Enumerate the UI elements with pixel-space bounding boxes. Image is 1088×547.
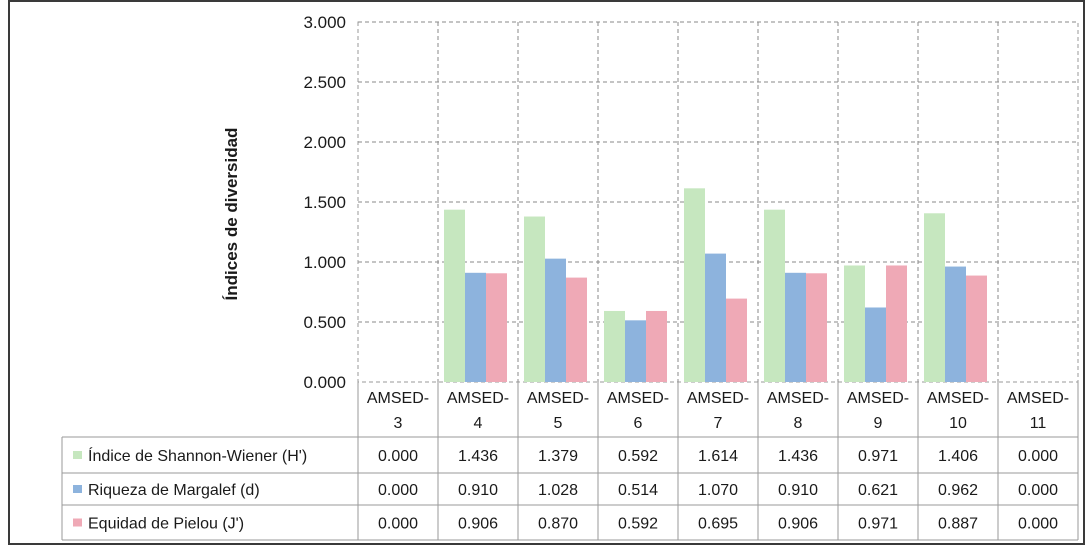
data-label: 0.000 — [378, 448, 418, 465]
data-label: 1.379 — [538, 448, 578, 465]
y-tick-label: 3.000 — [303, 13, 346, 32]
bar — [705, 253, 726, 382]
data-label: 0.000 — [378, 516, 418, 533]
y-tick-label: 2.500 — [303, 73, 346, 92]
data-label: 0.000 — [1018, 516, 1058, 533]
data-label: 0.621 — [858, 482, 898, 499]
bar — [545, 258, 566, 382]
x-tick-label: 8 — [794, 415, 803, 432]
legend-label: Índice de Shannon-Wiener (H') — [88, 446, 307, 465]
data-label: 0.000 — [378, 482, 418, 499]
x-tick-label: AMSED- — [847, 390, 909, 407]
data-label: 1.070 — [698, 482, 738, 499]
x-tick-label: 4 — [474, 415, 483, 432]
bar — [945, 266, 966, 382]
data-label: 0.514 — [618, 482, 658, 499]
bar — [524, 216, 545, 382]
x-tick-label: AMSED- — [767, 390, 829, 407]
y-axis-label: Índices de diversidad — [222, 128, 241, 301]
legend-label: Riqueza de Margalef (d) — [88, 482, 260, 499]
bar — [966, 275, 987, 382]
bar — [566, 277, 587, 382]
bar — [444, 209, 465, 382]
bar — [726, 298, 747, 382]
x-tick-label: AMSED- — [687, 390, 749, 407]
data-label: 1.614 — [698, 448, 738, 465]
data-label: 0.910 — [458, 482, 498, 499]
bar — [764, 209, 785, 382]
x-tick-label: 3 — [394, 415, 403, 432]
y-tick-label: 1.500 — [303, 193, 346, 212]
data-label: 0.906 — [778, 516, 818, 533]
bar — [785, 272, 806, 382]
bar — [646, 310, 667, 382]
x-tick-label: AMSED- — [447, 390, 509, 407]
data-label: 0.887 — [938, 516, 978, 533]
bar — [465, 272, 486, 382]
bar — [886, 265, 907, 382]
bar — [684, 188, 705, 382]
bar — [625, 320, 646, 382]
data-label: 0.870 — [538, 516, 578, 533]
data-label: 1.406 — [938, 448, 978, 465]
x-tick-label: AMSED- — [1007, 390, 1069, 407]
data-label: 0.910 — [778, 482, 818, 499]
bar — [924, 213, 945, 382]
y-tick-label: 1.000 — [303, 253, 346, 272]
bar — [806, 273, 827, 382]
bar — [604, 310, 625, 382]
data-label: 1.436 — [458, 448, 498, 465]
x-tick-label: AMSED- — [607, 390, 669, 407]
legend-swatch — [73, 518, 82, 527]
x-tick-label: 6 — [634, 415, 643, 432]
data-label: 0.971 — [858, 516, 898, 533]
x-tick-label: 11 — [1030, 415, 1047, 432]
data-label: 0.000 — [1018, 482, 1058, 499]
legend-swatch — [73, 451, 82, 459]
data-label: 0.695 — [698, 516, 738, 533]
data-label: 0.592 — [618, 516, 658, 533]
x-tick-label: 5 — [554, 415, 563, 432]
x-tick-label: 10 — [949, 415, 967, 432]
x-tick-label: AMSED- — [527, 390, 589, 407]
bar — [865, 307, 886, 382]
y-tick-label: 0.000 — [303, 373, 346, 392]
legend-swatch — [73, 485, 82, 493]
legend-label: Equidad de Pielou (J') — [88, 516, 244, 533]
data-label: 1.028 — [538, 482, 578, 499]
x-tick-label: AMSED- — [927, 390, 989, 407]
bar — [844, 265, 865, 382]
data-label: 0.000 — [1018, 448, 1058, 465]
data-label: 0.971 — [858, 448, 898, 465]
x-tick-label: 7 — [714, 415, 723, 432]
y-tick-label: 0.500 — [303, 313, 346, 332]
data-label: 1.436 — [778, 448, 818, 465]
data-label: 0.906 — [458, 516, 498, 533]
x-tick-label: 9 — [874, 415, 883, 432]
y-tick-label: 2.000 — [303, 133, 346, 152]
data-label: 0.962 — [938, 482, 978, 499]
bar — [486, 273, 507, 382]
data-label: 0.592 — [618, 448, 658, 465]
x-tick-label: AMSED- — [367, 390, 429, 407]
